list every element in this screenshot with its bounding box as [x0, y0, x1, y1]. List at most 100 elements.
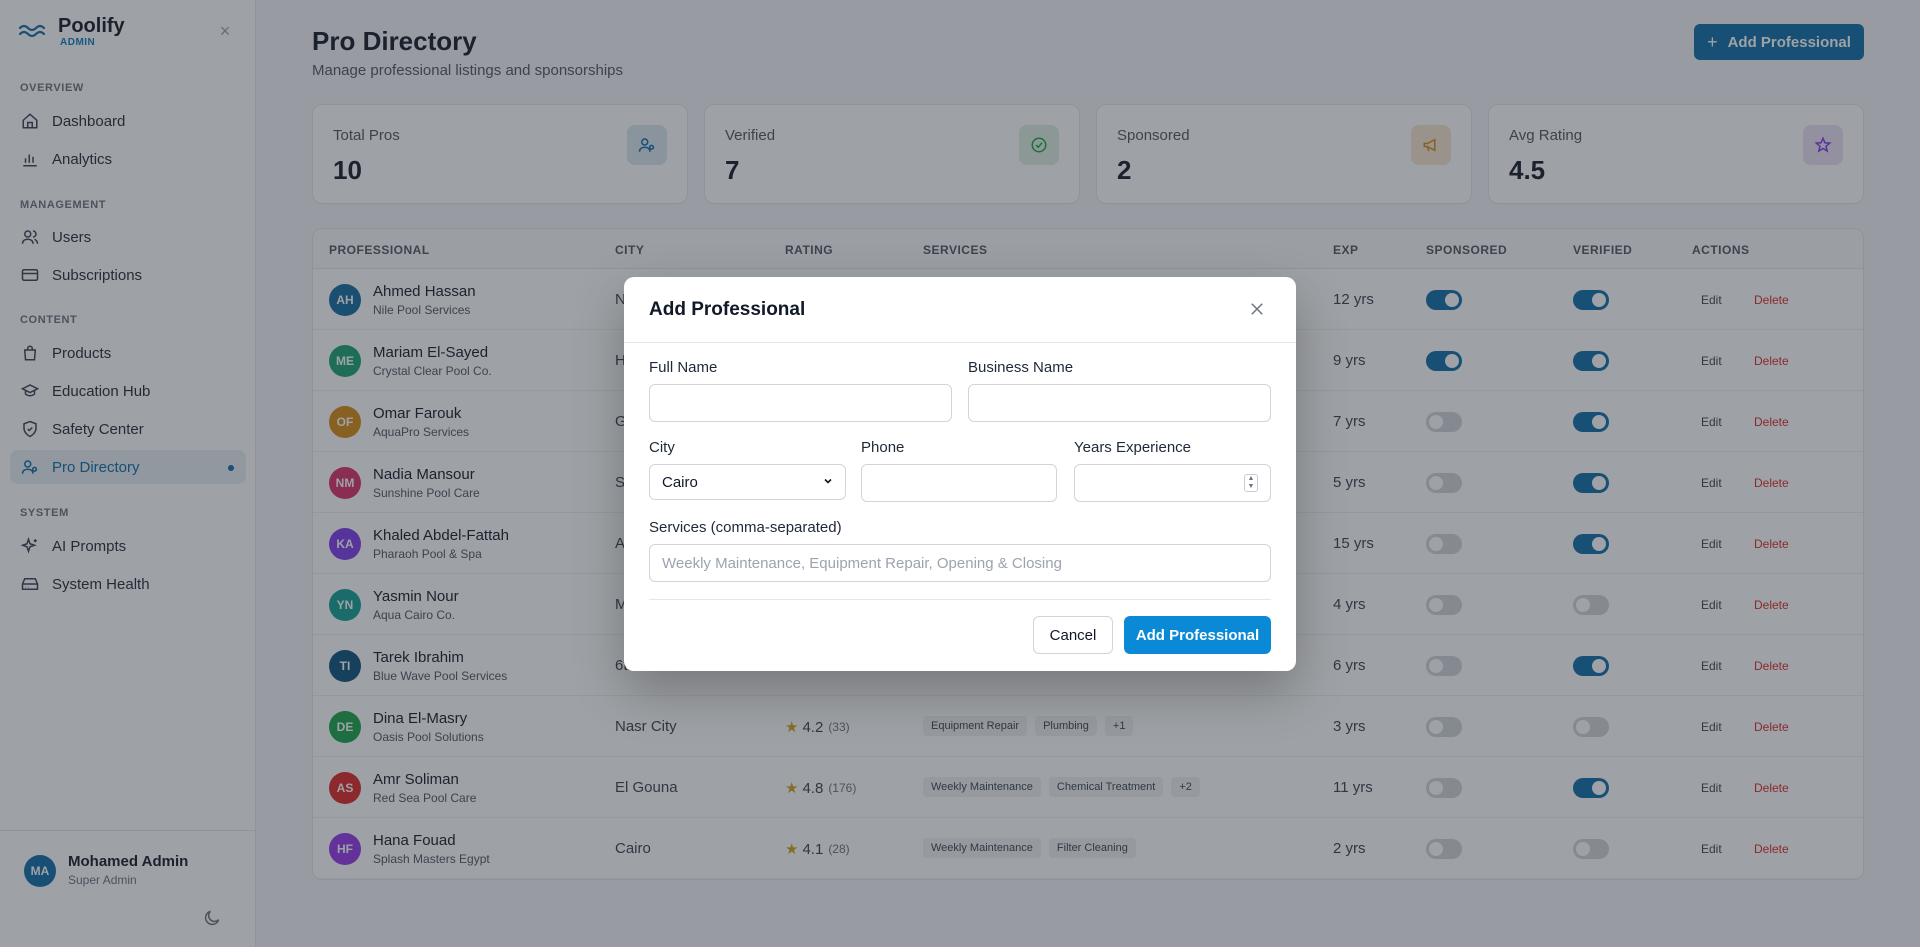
sidebar-item-subscriptions[interactable]: Subscriptions: [10, 258, 246, 292]
verified-toggle[interactable]: [1573, 778, 1609, 798]
verified-toggle[interactable]: [1573, 717, 1609, 737]
sidebar-item-products[interactable]: Products: [10, 336, 246, 370]
credit-card-icon: [20, 265, 40, 285]
delete-button[interactable]: Delete: [1754, 354, 1789, 368]
sponsored-toggle[interactable]: [1426, 473, 1462, 493]
active-indicator: [228, 465, 234, 471]
edit-button[interactable]: Edit: [1701, 354, 1722, 368]
business-name: Oasis Pool Solutions: [373, 730, 484, 744]
rating-cell: ★ 4.1 (28): [785, 840, 850, 859]
submit-add-professional-button[interactable]: Add Professional: [1124, 616, 1271, 654]
city-label: City: [649, 439, 675, 456]
delete-button[interactable]: Delete: [1754, 537, 1789, 551]
sponsored-toggle[interactable]: [1426, 778, 1462, 798]
delete-button[interactable]: Delete: [1754, 720, 1789, 734]
number-stepper-icon[interactable]: ▲ ▼: [1244, 474, 1258, 492]
add-professional-button[interactable]: + Add Professional: [1694, 24, 1864, 60]
delete-button[interactable]: Delete: [1754, 415, 1789, 429]
close-sidebar-icon[interactable]: ×: [219, 21, 231, 41]
delete-button[interactable]: Delete: [1754, 293, 1789, 307]
edit-button[interactable]: Edit: [1701, 293, 1722, 307]
delete-button[interactable]: Delete: [1754, 659, 1789, 673]
verified-toggle[interactable]: [1573, 290, 1609, 310]
toggle-knob: [1429, 720, 1443, 734]
close-icon[interactable]: [1248, 300, 1266, 318]
edit-button[interactable]: Edit: [1701, 659, 1722, 673]
services-input[interactable]: [649, 544, 1271, 582]
edit-button[interactable]: Edit: [1701, 598, 1722, 612]
star-icon: ★: [785, 841, 799, 858]
verified-toggle[interactable]: [1573, 473, 1609, 493]
professional-name: Nadia Mansour: [373, 466, 475, 483]
table-row[interactable]: ME Mariam El-Sayed Crystal Clear Pool Co. H…: [313, 330, 1863, 391]
phone-input[interactable]: [861, 464, 1057, 502]
toggle-knob: [1445, 354, 1459, 368]
edit-button[interactable]: Edit: [1701, 537, 1722, 551]
delete-button[interactable]: Delete: [1754, 842, 1789, 856]
table-row[interactable]: AS Amr Soliman Red Sea Pool Care El Gouna ★ 4…: [313, 757, 1863, 818]
phone-label: Phone: [861, 439, 905, 456]
business-name: Aqua Cairo Co.: [373, 608, 456, 622]
toggle-knob: [1429, 659, 1443, 673]
verified-toggle[interactable]: [1573, 595, 1609, 615]
business-name: Sunshine Pool Care: [373, 486, 480, 500]
verified-toggle[interactable]: [1573, 351, 1609, 371]
delete-button[interactable]: Delete: [1754, 598, 1789, 612]
delete-button[interactable]: Delete: [1754, 781, 1789, 795]
years-experience-input[interactable]: ▲ ▼: [1074, 464, 1271, 502]
edit-button[interactable]: Edit: [1701, 781, 1722, 795]
full-name-input[interactable]: [649, 384, 952, 422]
rating-count: (176): [828, 781, 857, 795]
city-select[interactable]: Cairo: [649, 464, 846, 500]
sponsored-toggle[interactable]: [1426, 290, 1462, 310]
table-row[interactable]: HF Hana Fouad Splash Masters Egypt Cairo ★ 4.…: [313, 818, 1863, 879]
sidebar-item-system-health[interactable]: System Health: [10, 567, 246, 601]
sponsored-toggle[interactable]: [1426, 656, 1462, 676]
sidebar-item-safety-center[interactable]: Safety Center: [10, 412, 246, 446]
rating-count: (33): [828, 720, 850, 734]
add-professional-label: Add Professional: [1727, 33, 1851, 51]
sponsored-toggle[interactable]: [1426, 351, 1462, 371]
nav-section-overview: OVERVIEW: [20, 82, 84, 94]
sponsored-toggle[interactable]: [1426, 412, 1462, 432]
business-name-input[interactable]: [968, 384, 1271, 422]
brand[interactable]: Poolify ADMIN: [16, 14, 125, 48]
city-cell: N: [615, 291, 626, 308]
toggle-knob: [1592, 354, 1606, 368]
sidebar-item-label: Users: [52, 228, 92, 246]
stat-card-verified: Verified 7: [704, 104, 1080, 204]
sidebar-item-dashboard[interactable]: Dashboard: [10, 104, 246, 138]
user-name: Mohamed Admin: [68, 853, 189, 870]
edit-button[interactable]: Edit: [1701, 415, 1722, 429]
user-role: Super Admin: [68, 873, 137, 887]
verified-toggle[interactable]: [1573, 534, 1609, 554]
services-label: Services (comma-separated): [649, 519, 842, 536]
sidebar-item-users[interactable]: Users: [10, 220, 246, 254]
avatar: HF: [329, 833, 361, 865]
verified-toggle[interactable]: [1573, 412, 1609, 432]
sidebar-item-analytics[interactable]: Analytics: [10, 142, 246, 176]
sponsored-toggle[interactable]: [1426, 534, 1462, 554]
verified-toggle[interactable]: [1573, 839, 1609, 859]
edit-button[interactable]: Edit: [1701, 842, 1722, 856]
avatar: KA: [329, 528, 361, 560]
rating-count: (28): [828, 842, 850, 856]
sidebar-item-pro-directory[interactable]: Pro Directory: [10, 450, 246, 484]
sidebar: Poolify ADMIN × OVERVIEW Dashboard Analy…: [0, 0, 256, 947]
table-row[interactable]: DE Dina El-Masry Oasis Pool Solutions Nasr …: [313, 696, 1863, 757]
sidebar-item-education-hub[interactable]: Education Hub: [10, 374, 246, 408]
sponsored-toggle[interactable]: [1426, 717, 1462, 737]
star-icon: ★: [785, 780, 799, 797]
moon-icon[interactable]: [202, 908, 222, 928]
avatar[interactable]: MA: [24, 855, 56, 887]
business-name: AquaPro Services: [373, 425, 470, 439]
edit-button[interactable]: Edit: [1701, 720, 1722, 734]
edit-button[interactable]: Edit: [1701, 476, 1722, 490]
service-tag: Weekly Maintenance: [923, 838, 1041, 858]
delete-button[interactable]: Delete: [1754, 476, 1789, 490]
sponsored-toggle[interactable]: [1426, 595, 1462, 615]
sponsored-toggle[interactable]: [1426, 839, 1462, 859]
cancel-button[interactable]: Cancel: [1033, 616, 1113, 654]
sidebar-item-ai-prompts[interactable]: AI Prompts: [10, 529, 246, 563]
verified-toggle[interactable]: [1573, 656, 1609, 676]
